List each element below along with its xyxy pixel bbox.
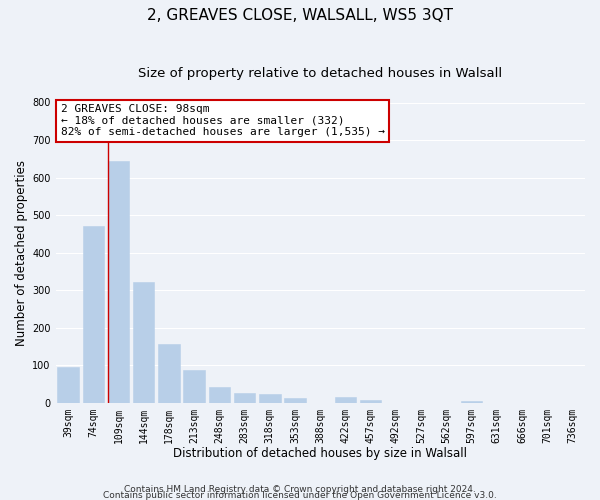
Y-axis label: Number of detached properties: Number of detached properties: [15, 160, 28, 346]
Bar: [108, 160, 129, 402]
Bar: [234, 393, 256, 402]
Bar: [284, 398, 306, 402]
Bar: [209, 386, 230, 402]
Bar: [461, 401, 482, 402]
Text: 2, GREAVES CLOSE, WALSALL, WS5 3QT: 2, GREAVES CLOSE, WALSALL, WS5 3QT: [147, 8, 453, 22]
Text: 2 GREAVES CLOSE: 98sqm
← 18% of detached houses are smaller (332)
82% of semi-de: 2 GREAVES CLOSE: 98sqm ← 18% of detached…: [61, 104, 385, 137]
Bar: [335, 397, 356, 402]
X-axis label: Distribution of detached houses by size in Walsall: Distribution of detached houses by size …: [173, 447, 467, 460]
Bar: [58, 367, 79, 402]
Bar: [360, 400, 382, 402]
Bar: [184, 370, 205, 402]
Bar: [83, 226, 104, 402]
Text: Contains public sector information licensed under the Open Government Licence v3: Contains public sector information licen…: [103, 490, 497, 500]
Title: Size of property relative to detached houses in Walsall: Size of property relative to detached ho…: [138, 68, 502, 80]
Bar: [133, 282, 154, 403]
Bar: [158, 344, 180, 403]
Bar: [259, 394, 281, 402]
Text: Contains HM Land Registry data © Crown copyright and database right 2024.: Contains HM Land Registry data © Crown c…: [124, 485, 476, 494]
